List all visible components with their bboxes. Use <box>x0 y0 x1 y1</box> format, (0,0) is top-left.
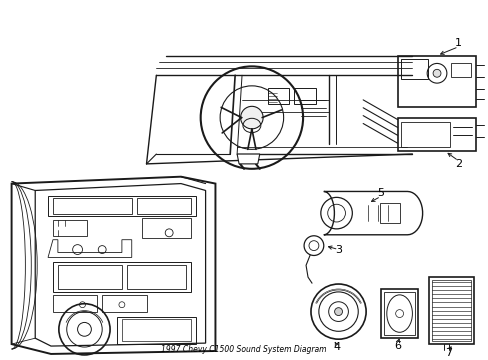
Bar <box>428 277 473 344</box>
Circle shape <box>334 308 342 316</box>
Bar <box>294 88 315 104</box>
Bar <box>397 55 475 107</box>
Bar <box>267 88 289 104</box>
Text: 4: 4 <box>332 342 340 352</box>
Circle shape <box>240 106 263 129</box>
Text: 7: 7 <box>445 348 451 358</box>
Bar <box>383 292 414 335</box>
Circle shape <box>432 69 440 77</box>
Text: 1997 Chevy C1500 Sound System Diagram: 1997 Chevy C1500 Sound System Diagram <box>161 345 326 354</box>
Text: 2: 2 <box>454 159 461 169</box>
Bar <box>431 280 470 341</box>
Bar <box>397 118 475 151</box>
Bar <box>380 289 417 338</box>
Polygon shape <box>237 154 259 164</box>
Bar <box>400 122 449 147</box>
Bar <box>379 203 399 223</box>
Text: 1: 1 <box>454 38 461 48</box>
Bar <box>400 59 427 79</box>
Bar <box>450 63 469 77</box>
Text: 3: 3 <box>334 244 341 255</box>
Text: 5: 5 <box>377 188 384 198</box>
Text: 6: 6 <box>393 341 400 351</box>
